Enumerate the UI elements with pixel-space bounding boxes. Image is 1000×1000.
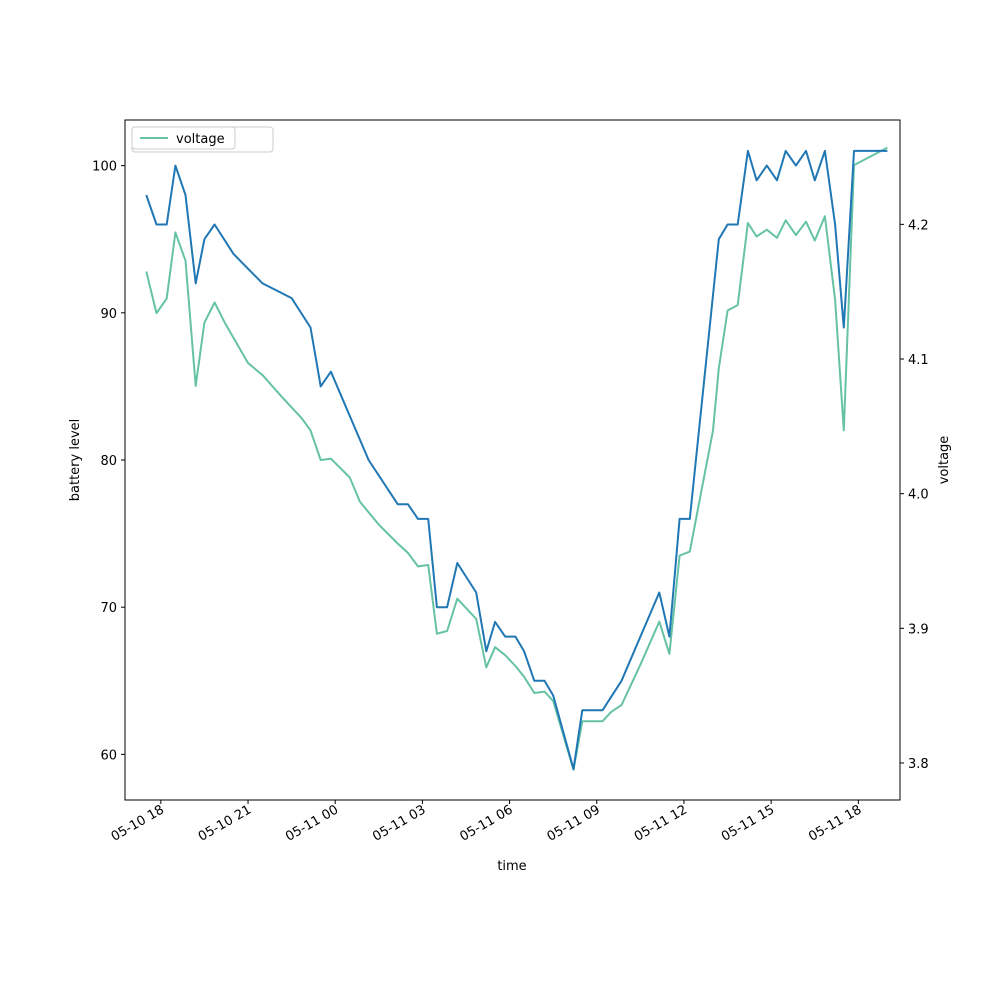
series-line-voltage — [145, 146, 888, 771]
y-left-tick-label: 70 — [100, 601, 117, 616]
y-axis-left: 60 70 80 90 100 — [92, 160, 125, 763]
y-axis-right-label: voltage — [937, 436, 952, 485]
y-right-tick-label: 3.9 — [908, 622, 929, 637]
y-right-tick-label: 3.8 — [908, 757, 929, 772]
y-axis-left-label: battery level — [68, 419, 83, 502]
y-left-tick-label: 90 — [100, 307, 117, 322]
y-left-tick-label: 60 — [100, 748, 117, 763]
y-left-tick-label: 100 — [92, 160, 117, 175]
x-axis-label: time — [497, 859, 526, 874]
legend-voltage-box — [131, 126, 236, 150]
y-left-tick-label: 80 — [100, 454, 117, 469]
y-right-tick-label: 4.0 — [908, 488, 929, 503]
y-right-tick-label: 4.2 — [908, 218, 929, 233]
series-line-level — [145, 149, 888, 771]
y-axis-right: 3.8 3.9 4.0 4.1 4.2 — [900, 218, 929, 772]
legend-voltage: voltage — [131, 126, 236, 150]
legend-voltage-label: voltage — [176, 132, 225, 147]
y-right-tick-label: 4.1 — [908, 353, 929, 368]
plot-lines — [145, 146, 888, 771]
